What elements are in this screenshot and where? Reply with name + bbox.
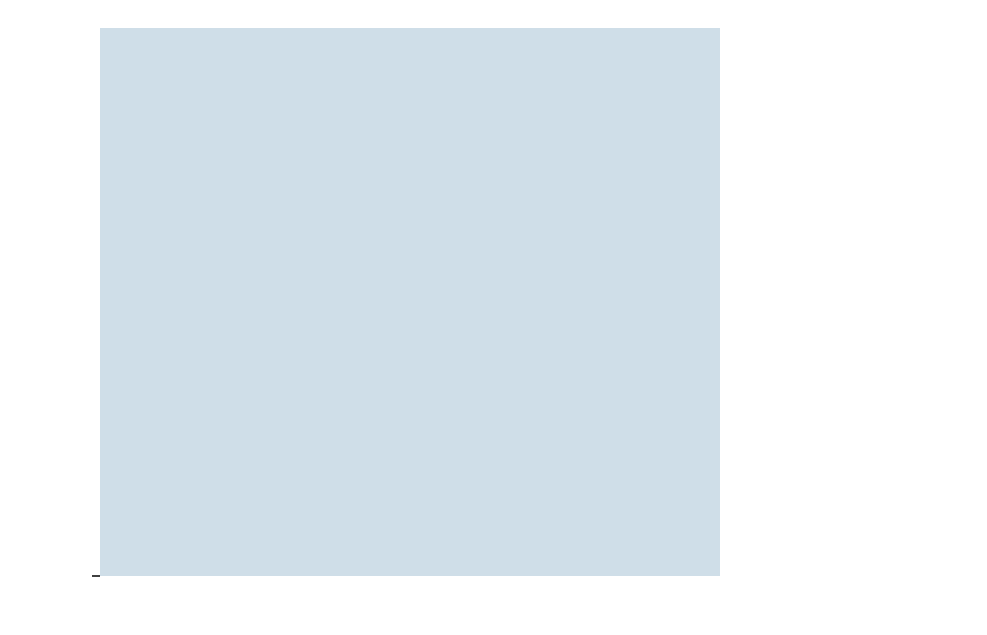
- chart-container: [0, 0, 987, 635]
- plot-area: [100, 28, 720, 576]
- wind-profile-chart: [0, 0, 987, 635]
